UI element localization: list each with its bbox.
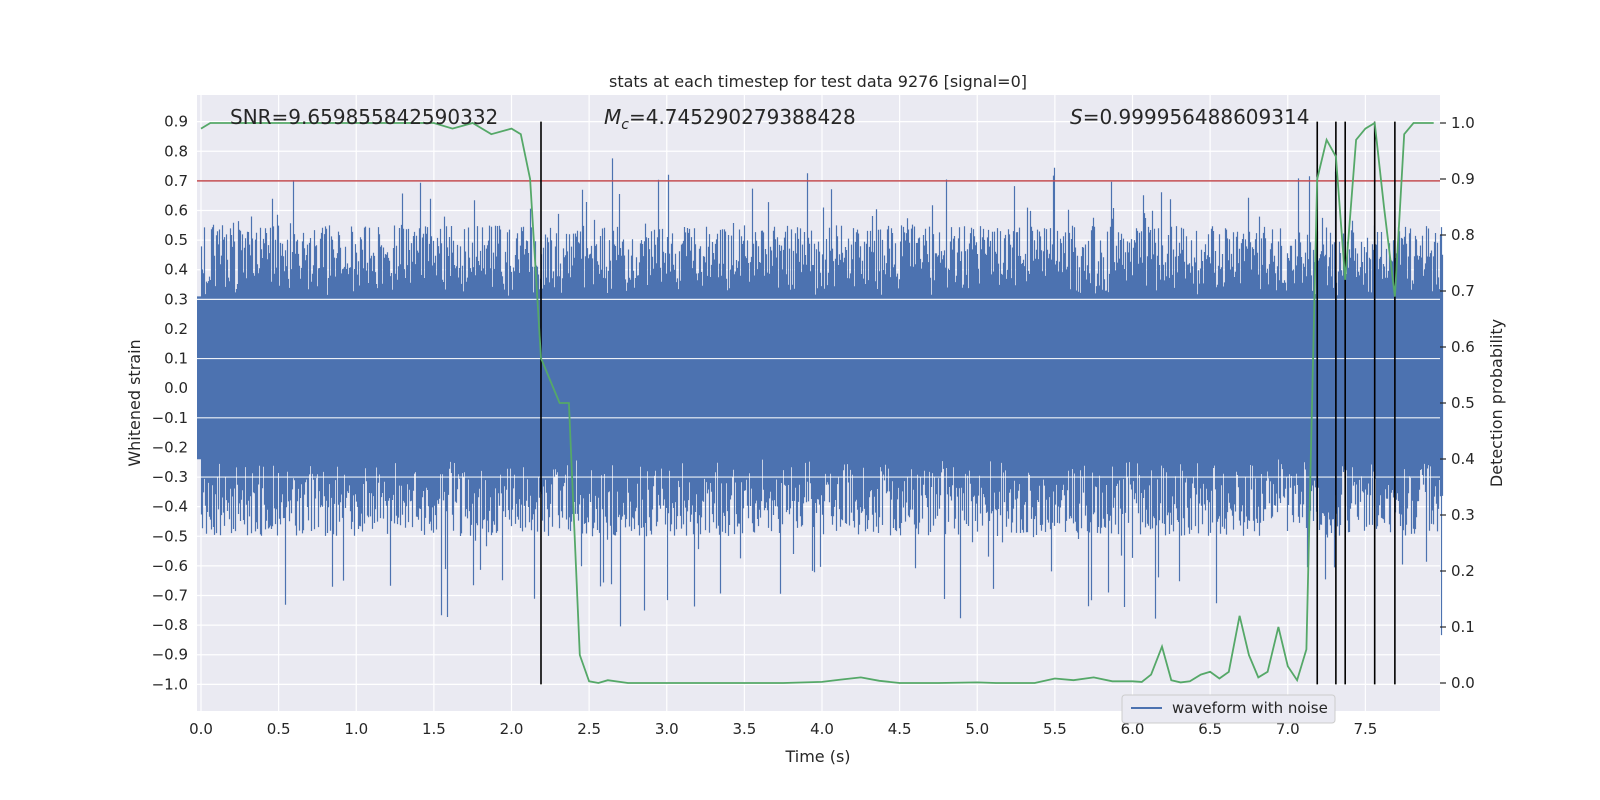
y-tick-label-right: 0.8: [1451, 226, 1475, 244]
y-tick-label-right: 0.6: [1451, 338, 1475, 356]
x-tick-label: 7.0: [1276, 720, 1300, 738]
legend-label: waveform with noise: [1172, 699, 1328, 717]
y-tick-label-right: 0.7: [1451, 282, 1475, 300]
y-tick-label-left: 0.4: [164, 261, 188, 279]
chart-title: stats at each timestep for test data 927…: [609, 72, 1027, 91]
y-tick-label-left: 0.6: [164, 202, 188, 220]
legend: waveform with noise: [1121, 694, 1336, 724]
x-tick-label: 1.0: [344, 720, 368, 738]
y-tick-label-left: 0.8: [164, 142, 188, 160]
annotation-chirp-mass: Mc=4.745290279388428: [604, 105, 856, 133]
y-ticks-left: 0.9 0.8 0.7 0.6 0.5 0.4 0.3 0.2 0.1 0.0 −0.1 −0.2 −0…: [152, 113, 188, 694]
y-tick-label-right: 0.1: [1451, 618, 1475, 636]
y-tick-label-left: −0.2: [152, 438, 188, 456]
y-tick-label-left: −0.8: [152, 616, 188, 634]
y-tick-label-left: 0.7: [164, 172, 188, 190]
y-tick-label-left: 0.1: [164, 350, 188, 368]
probability-series: [200, 121, 1434, 684]
x-tick-label: 2.0: [500, 720, 524, 738]
y-tick-label-left: −0.6: [152, 557, 188, 575]
y-tick-label-right: 0.4: [1451, 450, 1475, 468]
y-tick-label-right: 1.0: [1451, 114, 1475, 132]
waveform-core-band: [197, 296, 1440, 460]
y-tick-label-left: 0.0: [164, 379, 188, 397]
y-tick-label-left: −1.0: [152, 675, 188, 693]
x-axis-label: Time (s): [784, 747, 850, 766]
y-tick-label-left: −0.9: [152, 646, 188, 664]
x-tick-label: 2.5: [577, 720, 601, 738]
annotation-s: S=0.999956488609314: [1070, 105, 1309, 129]
x-tick-label: 7.5: [1353, 720, 1377, 738]
y-tick-label-left: 0.5: [164, 231, 188, 249]
y-tick-label-right: 0.0: [1451, 674, 1475, 692]
x-tick-label: 0.5: [267, 720, 291, 738]
x-tick-label: 4.0: [810, 720, 834, 738]
annotation-snr: SNR=9.659855842590332: [230, 105, 498, 129]
x-tick-label: 3.5: [732, 720, 756, 738]
y-tick-label-left: −0.1: [152, 409, 188, 427]
x-tick-label: 5.5: [1043, 720, 1067, 738]
x-tick-label: 0.0: [189, 720, 213, 738]
x-tick-label: 4.5: [888, 720, 912, 738]
y-tick-label-left: 0.9: [164, 113, 188, 131]
y-axis-label-right: Detection probability: [1487, 319, 1506, 487]
legend-box: [1121, 694, 1336, 724]
x-tick-label: 3.0: [655, 720, 679, 738]
y-tick-label-left: 0.3: [164, 290, 188, 308]
y-tick-label-left: −0.4: [152, 498, 188, 516]
probability-line: [200, 121, 1434, 684]
waveform-series: [197, 158, 1444, 636]
x-tick-label: 6.0: [1121, 720, 1145, 738]
y-tick-label-left: −0.3: [152, 468, 188, 486]
x-tick-label: 5.0: [965, 720, 989, 738]
y-tick-label-right: 0.5: [1451, 394, 1475, 412]
y-tick-label-left: 0.2: [164, 320, 188, 338]
y-tick-label-left: −0.7: [152, 587, 188, 605]
x-ticks: 0.0 0.5 1.0 1.5 2.0 2.5 3.0 3.5 4.0 4.5 5.0 5.5 6.0 6…: [189, 720, 1377, 738]
x-tick-label: 6.5: [1198, 720, 1222, 738]
y-tick-label-left: −0.5: [152, 527, 188, 545]
y-tick-label-right: 0.2: [1451, 562, 1475, 580]
y-ticks-right: 1.0 0.9 0.8 0.7 0.6 0.5 0.4 0.3 0.2 0.1 0.0: [1440, 114, 1475, 692]
y-tick-label-right: 0.3: [1451, 506, 1475, 524]
y-axis-label-left: Whitened strain: [125, 339, 144, 466]
x-tick-label: 1.5: [422, 720, 446, 738]
y-tick-label-right: 0.9: [1451, 170, 1475, 188]
